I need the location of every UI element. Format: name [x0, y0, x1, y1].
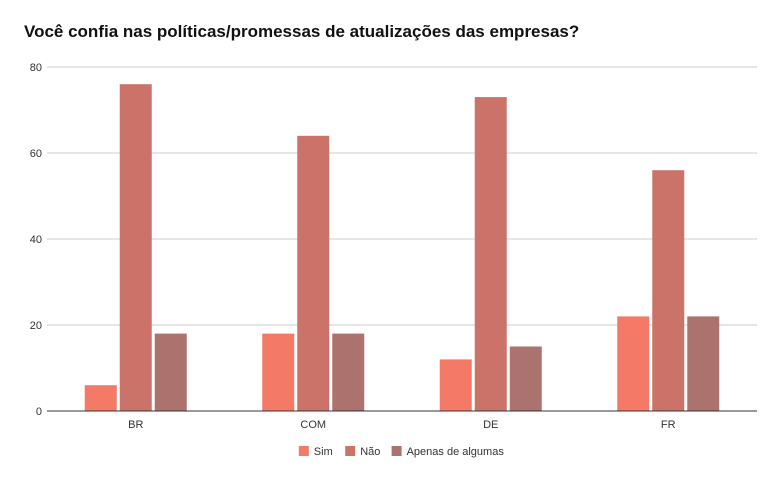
legend-swatch [391, 446, 402, 456]
bar-n-o-de [474, 97, 507, 411]
legend-swatch [298, 446, 309, 456]
bar-sim-com [262, 333, 295, 411]
y-tick-label: 0 [36, 406, 42, 418]
legend-item: Apenas de algumas [391, 446, 505, 458]
x-axis-ticks: BR COM DE FR [128, 419, 676, 431]
bar-apenas-de-algumas-fr [687, 316, 720, 411]
legend: Sim Não Apenas de algumas [298, 446, 505, 458]
y-tick-label: 80 [30, 62, 42, 74]
x-tick-label: BR [128, 419, 143, 431]
bar-sim-de [439, 359, 472, 411]
bar-apenas-de-algumas-br [154, 333, 187, 411]
bars [84, 84, 720, 412]
bar-n-o-br [119, 84, 152, 411]
bar-sim-fr [617, 316, 650, 411]
legend-swatch [345, 446, 356, 456]
x-tick-label: COM [300, 419, 326, 431]
legend-label: Não [360, 446, 380, 458]
x-tick-label: FR [661, 419, 676, 431]
legend-label: Sim [314, 446, 333, 458]
bar-n-o-com [297, 135, 330, 412]
x-tick-label: DE [483, 419, 498, 431]
y-tick-label: 40 [30, 234, 42, 246]
legend-item: Sim [298, 446, 333, 458]
bar-apenas-de-algumas-de [509, 346, 542, 411]
bar-apenas-de-algumas-com [332, 333, 365, 411]
legend-label: Apenas de algumas [407, 446, 505, 458]
y-tick-label: 60 [30, 148, 42, 160]
bar-sim-br [84, 385, 117, 411]
y-axis-ticks: 0 20 40 60 80 [30, 62, 42, 418]
gridlines [47, 66, 757, 326]
y-tick-label: 20 [30, 320, 42, 332]
chart-title: Você confia nas políticas/promessas de a… [24, 22, 580, 41]
bar-n-o-fr [652, 170, 685, 411]
legend-item: Não [345, 446, 380, 458]
